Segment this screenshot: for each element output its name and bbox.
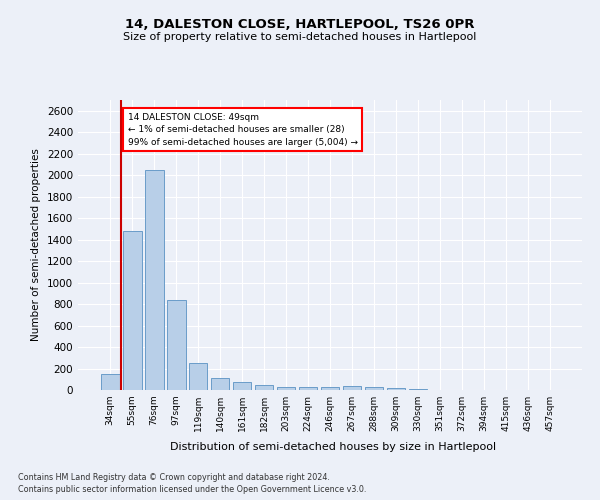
Text: 14, DALESTON CLOSE, HARTLEPOOL, TS26 0PR: 14, DALESTON CLOSE, HARTLEPOOL, TS26 0PR bbox=[125, 18, 475, 30]
Text: Size of property relative to semi-detached houses in Hartlepool: Size of property relative to semi-detach… bbox=[124, 32, 476, 42]
Bar bbox=[365, 388, 383, 390]
Text: 14 DALESTON CLOSE: 49sqm
← 1% of semi-detached houses are smaller (28)
99% of se: 14 DALESTON CLOSE: 49sqm ← 1% of semi-de… bbox=[128, 113, 358, 147]
Bar bbox=[343, 386, 361, 390]
Text: Contains HM Land Registry data © Crown copyright and database right 2024.: Contains HM Land Registry data © Crown c… bbox=[18, 472, 330, 482]
Bar bbox=[145, 170, 164, 390]
Bar bbox=[277, 387, 295, 390]
Bar bbox=[167, 300, 185, 390]
Bar bbox=[101, 374, 119, 390]
Text: Contains public sector information licensed under the Open Government Licence v3: Contains public sector information licen… bbox=[18, 485, 367, 494]
Bar bbox=[255, 385, 274, 390]
Text: Distribution of semi-detached houses by size in Hartlepool: Distribution of semi-detached houses by … bbox=[170, 442, 496, 452]
Y-axis label: Number of semi-detached properties: Number of semi-detached properties bbox=[31, 148, 41, 342]
Bar bbox=[299, 387, 317, 390]
Bar bbox=[123, 231, 142, 390]
Bar bbox=[320, 387, 340, 390]
Bar bbox=[211, 378, 229, 390]
Bar bbox=[233, 382, 251, 390]
Bar bbox=[189, 362, 208, 390]
Bar bbox=[386, 388, 405, 390]
